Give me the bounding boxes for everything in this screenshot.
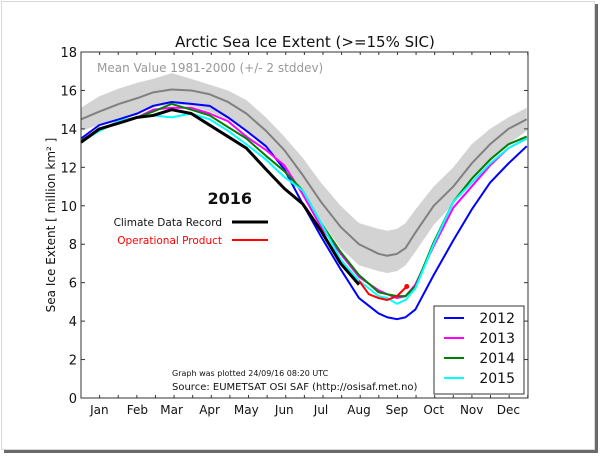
x-tick-label-aug: Aug bbox=[347, 403, 370, 417]
legend-label-2015: 2015 bbox=[479, 371, 515, 387]
chart-title: Arctic Sea Ice Extent (>=15% SIC) bbox=[175, 33, 435, 51]
key-operational-product-label: Operational Product bbox=[117, 235, 222, 247]
y-tick-label: 2 bbox=[69, 354, 77, 369]
key-climate-data-record-label: Climate Data Record bbox=[114, 217, 222, 229]
stddev-band bbox=[81, 73, 527, 274]
legend-box bbox=[433, 305, 525, 395]
x-tick-label-oct: Oct bbox=[423, 403, 444, 417]
y-tick-label: 12 bbox=[60, 161, 77, 176]
operational-product-latest-point bbox=[404, 284, 410, 290]
plotted-note: Graph was plotted 24/09/16 08:20 UTC bbox=[172, 369, 329, 378]
x-tick-label-may: May bbox=[234, 403, 259, 417]
x-tick-label-jun: Jun bbox=[274, 403, 294, 417]
y-tick-label: 8 bbox=[69, 238, 77, 253]
y-tick-label: 6 bbox=[69, 277, 77, 292]
series-line-2016-operational-product bbox=[358, 280, 408, 301]
legend-label-2012: 2012 bbox=[479, 311, 515, 327]
legend: 2012 2013 2014 2015 bbox=[433, 305, 525, 395]
legend-label-2013: 2013 bbox=[479, 331, 515, 347]
x-tick-label-jan: Jan bbox=[89, 403, 109, 417]
x-tick-label-mar: Mar bbox=[160, 403, 183, 417]
mean-line bbox=[80, 88, 528, 257]
x-tick-label-dec: Dec bbox=[497, 403, 520, 417]
mean-band-label: Mean Value 1981-2000 (+/- 2 stddev) bbox=[97, 61, 323, 75]
series-line-2012 bbox=[80, 100, 528, 321]
x-tick-label-jul: Jul bbox=[313, 403, 328, 417]
series-line-2016-climate-data-record bbox=[80, 108, 361, 286]
series-line-2015 bbox=[80, 112, 528, 305]
y-tick-label: 10 bbox=[60, 200, 77, 215]
y-tick-label: 0 bbox=[69, 392, 77, 407]
y-tick-label: 16 bbox=[60, 84, 77, 99]
y-tick-label: 18 bbox=[60, 46, 77, 61]
x-tick-label-apr: Apr bbox=[199, 403, 220, 417]
y-tick-label: 4 bbox=[69, 315, 77, 330]
x-tick-label-feb: Feb bbox=[127, 403, 148, 417]
legend-label-2014: 2014 bbox=[479, 351, 515, 367]
source-note: Source: EUMETSAT OSI SAF (http://osisaf.… bbox=[172, 382, 418, 393]
key-2016-title: 2016 bbox=[207, 189, 252, 208]
series-line-2013 bbox=[80, 106, 528, 300]
y-axis-label: Sea Ice Extent [ million km² ] bbox=[44, 138, 58, 313]
y-tick-label: 14 bbox=[60, 123, 77, 138]
x-tick-label-nov: Nov bbox=[460, 403, 483, 417]
x-tick-label-sep: Sep bbox=[386, 403, 409, 417]
